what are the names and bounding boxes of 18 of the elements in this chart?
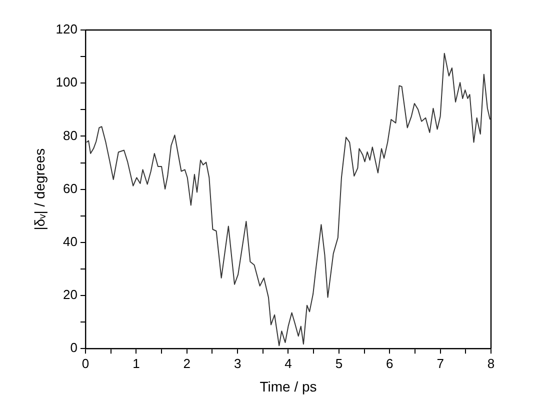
y-axis-title: |δᵥ| / degrees — [31, 148, 48, 230]
x-tick-label: 4 — [284, 356, 292, 371]
y-tick-label: 0 — [70, 340, 78, 356]
y-tick-label: 60 — [63, 180, 78, 196]
x-tick-label: 6 — [386, 356, 394, 371]
y-tick-label: 120 — [56, 22, 78, 37]
x-tick-label: 3 — [234, 356, 242, 371]
y-tick-label: 100 — [56, 74, 78, 90]
x-tick-label: 0 — [82, 356, 90, 371]
x-tick-label: 7 — [436, 356, 444, 371]
y-tick-label: 20 — [63, 287, 78, 302]
y-tick-label: 80 — [63, 128, 78, 143]
x-tick-label: 1 — [132, 356, 140, 371]
y-tick-label: 40 — [63, 234, 78, 249]
x-tick-label: 2 — [183, 356, 190, 371]
x-tick-label: 8 — [487, 356, 495, 371]
x-tick-label: 5 — [335, 356, 343, 371]
x-axis-title: Time / ps — [260, 378, 317, 394]
